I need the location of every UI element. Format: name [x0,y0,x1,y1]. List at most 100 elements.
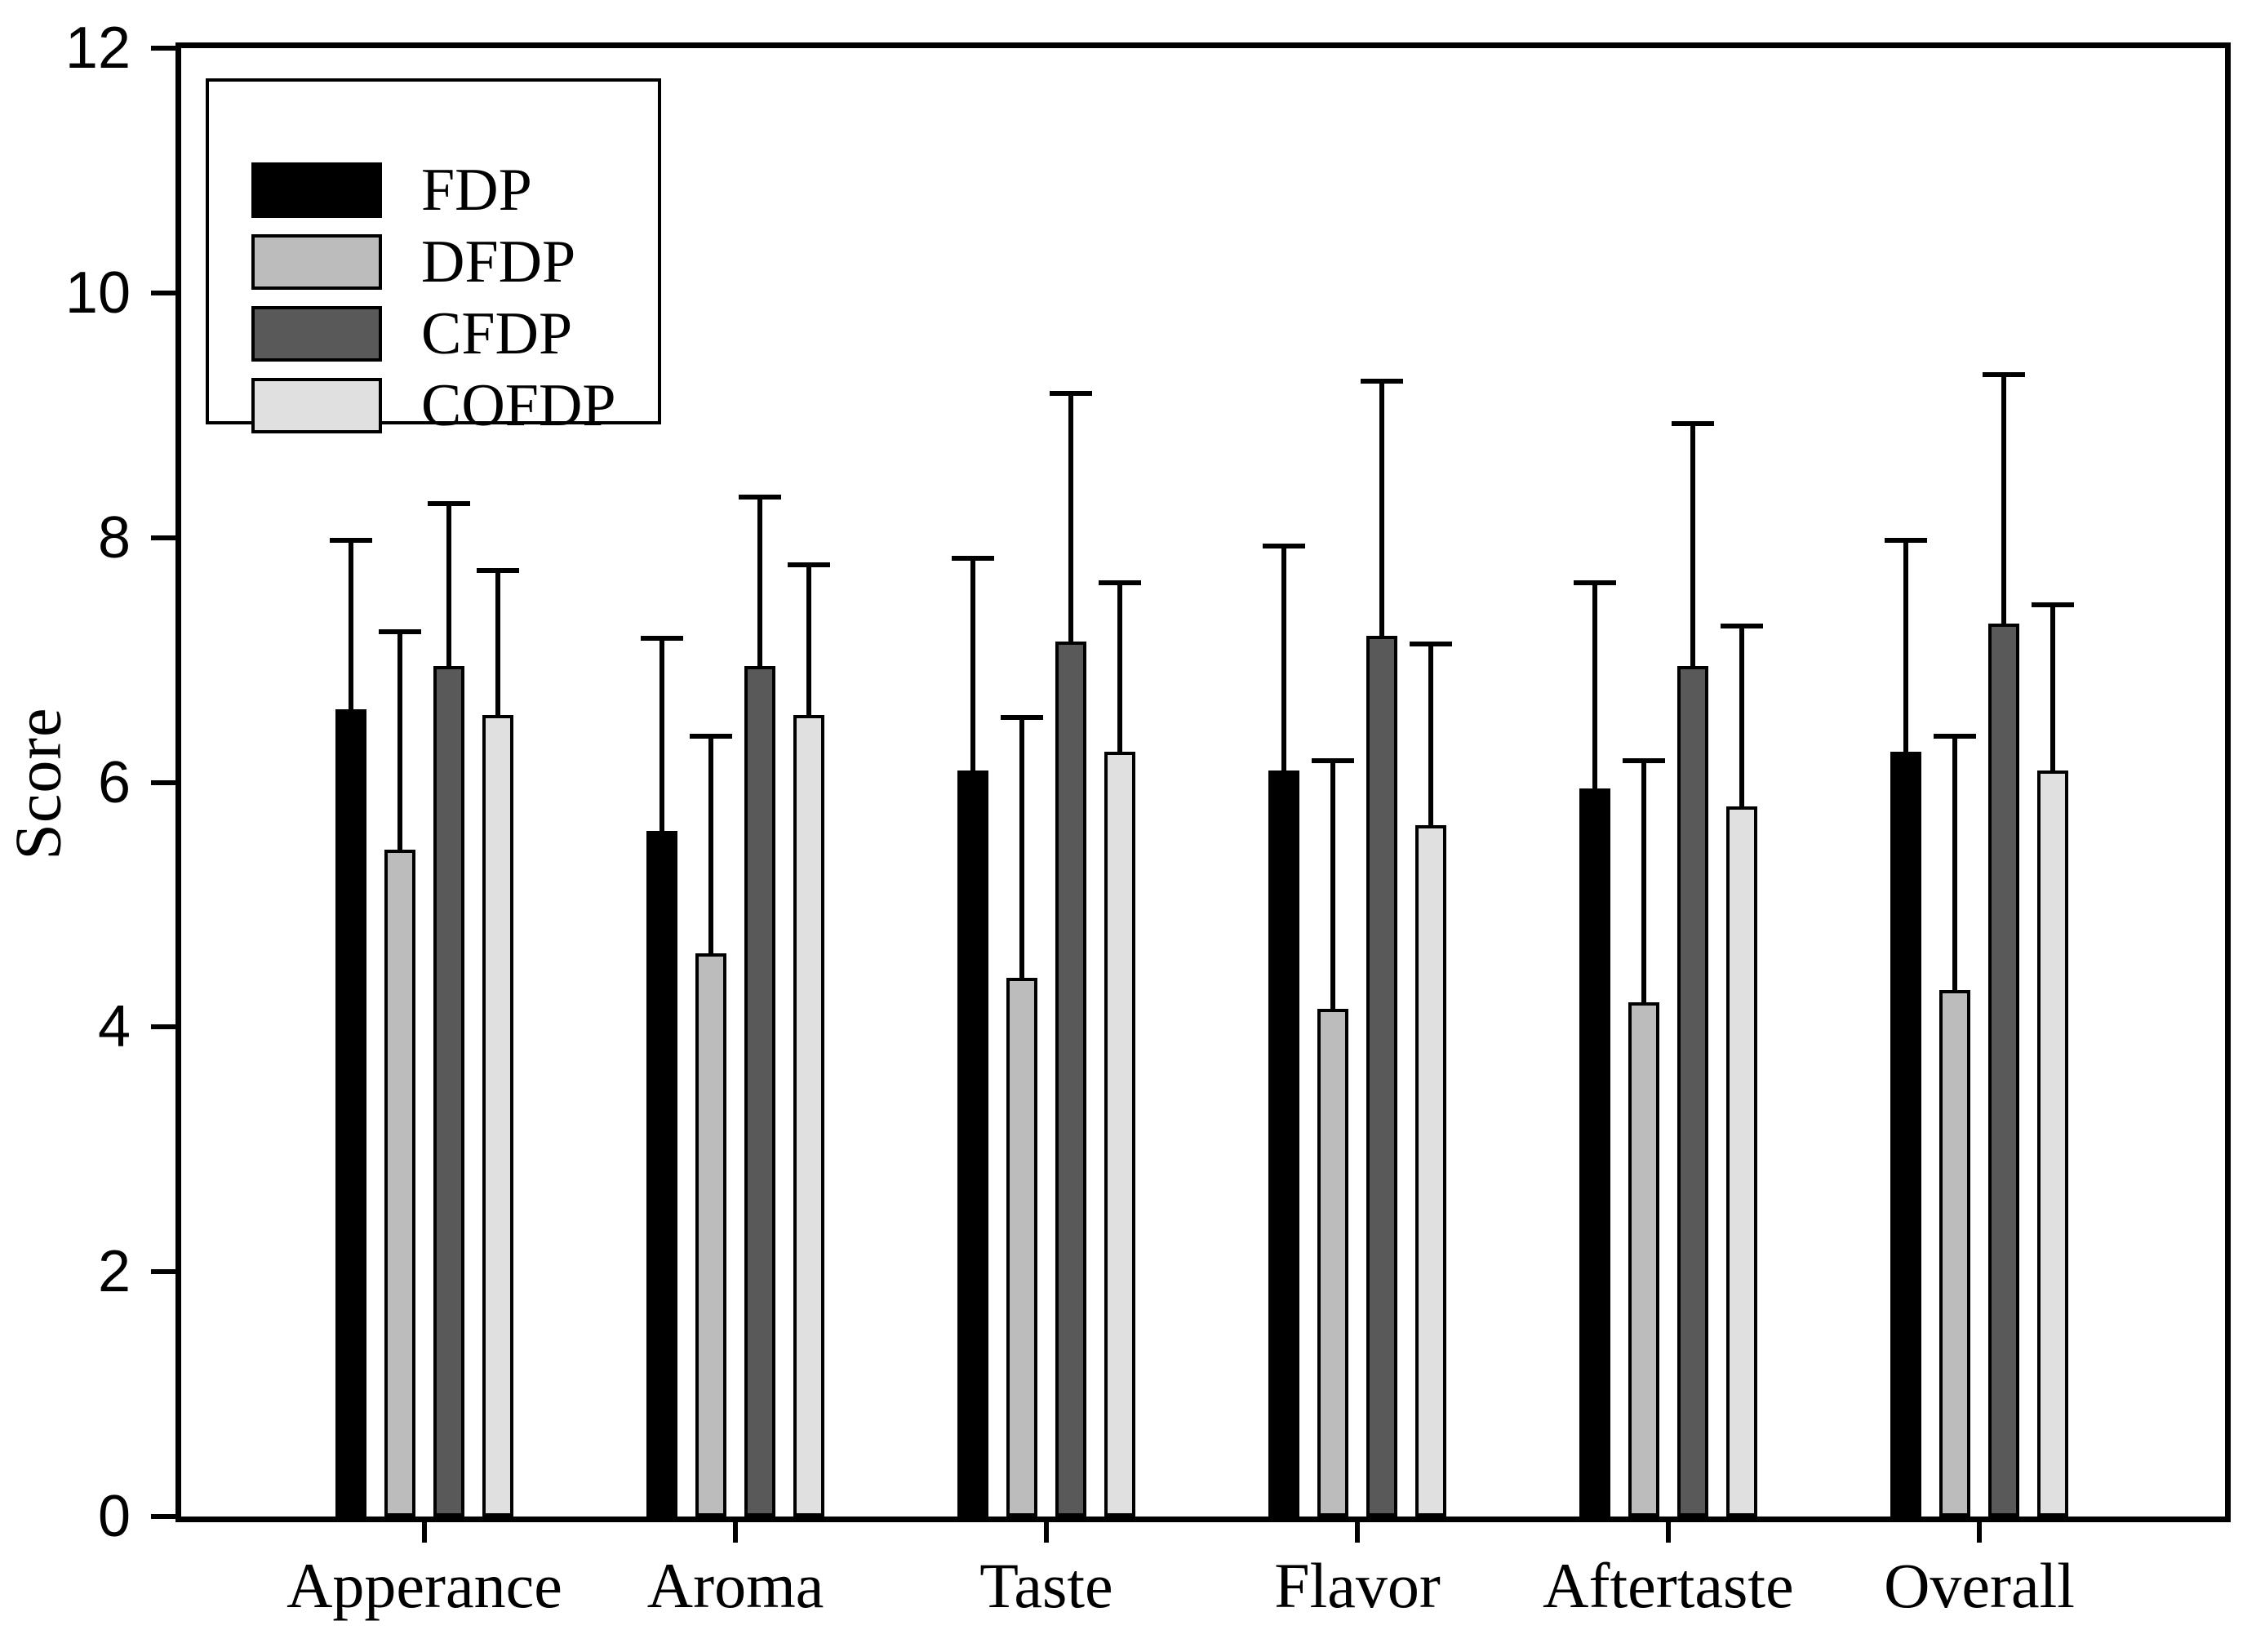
error-bar-cfdp-flavor [1379,378,1385,636]
y-tick-6 [151,779,175,785]
legend-row-cofdp: COFDP [251,375,642,436]
barwrap-cofdp-aroma [788,562,831,1517]
barwrap-dfdp-aroma [690,733,733,1517]
error-cap-cfdp-aftertaste [1671,421,1714,427]
y-tick-label-8: 8 [97,504,131,571]
y-tick-2 [151,1269,175,1275]
barwrap-cofdp-aftertaste [1720,623,1763,1517]
y-tick-0 [151,1514,175,1519]
y-tick-label-0: 0 [97,1484,131,1549]
error-cap-dfdp-overall [1934,733,1977,739]
barwrap-cfdp-flavor [1361,378,1404,1517]
legend-swatch-fdp [251,162,382,218]
error-cap-dfdp-flavor [1312,757,1355,763]
barwrap-fdp-aroma [641,635,684,1517]
bar-cofdp-aroma [793,715,825,1517]
error-bar-cfdp-apperance [446,500,451,667]
barwrap-cfdp-overall [1983,372,2026,1517]
barwrap-dfdp-overall [1934,733,1977,1517]
barwrap-fdp-overall [1885,537,1928,1517]
legend-label-cfdp: CFDP [421,300,573,367]
barwrap-fdp-aftertaste [1573,580,1616,1517]
legend-row-fdp: FDP [251,160,642,220]
bar-group-aftertaste [1573,48,1763,1517]
bar-cfdp-flavor [1366,635,1398,1517]
x-category-label-flavor: Flavor [1274,1550,1441,1621]
error-bar-dfdp-aroma [708,733,714,954]
x-category-label-aroma: Aroma [646,1550,824,1621]
barwrap-fdp-taste [951,556,994,1517]
bar-cfdp-aftertaste [1676,666,1708,1517]
bar-group-flavor [1263,48,1453,1517]
bar-cfdp-aroma [744,666,776,1517]
error-cap-fdp-apperance [329,537,372,543]
bar-cfdp-overall [1988,623,2020,1517]
bar-cfdp-taste [1055,642,1086,1517]
x-tick-aroma [733,1522,739,1543]
legend-swatch-cfdp [251,306,382,362]
error-cap-cofdp-apperance [476,568,519,574]
barwrap-cfdp-aroma [739,495,782,1517]
bar-group-aroma [641,48,831,1517]
legend-label-fdp: FDP [421,157,532,224]
barwrap-fdp-flavor [1263,544,1306,1517]
bar-fdp-apperance [335,708,366,1517]
error-cap-cofdp-aroma [788,562,831,567]
bar-dfdp-flavor [1317,1008,1349,1517]
error-bar-cofdp-taste [1117,580,1122,753]
error-cap-fdp-aftertaste [1573,580,1616,586]
bar-cfdp-apperance [433,666,464,1517]
plot-area: Score 0 2 4 6 8 10 12 Apperance Aroma Taste Flavo… [3,19,2231,1620]
error-cap-cfdp-overall [1983,372,2026,378]
barwrap-cfdp-taste [1049,390,1092,1517]
barwrap-cofdp-apperance [476,568,519,1517]
barwrap-dfdp-taste [1000,715,1043,1517]
bar-dfdp-taste [1006,978,1037,1517]
bar-dfdp-aftertaste [1628,1002,1659,1517]
error-cap-cofdp-overall [2032,602,2075,608]
legend-label-dfdp: DFDP [421,229,576,295]
y-tick-label-10: 10 [64,260,131,326]
error-bar-fdp-taste [970,556,975,770]
x-tick-aftertaste [1665,1522,1671,1543]
y-tick-label-2: 2 [97,1239,131,1305]
error-bar-cofdp-flavor [1428,642,1434,825]
legend-label-cofdp: COFDP [421,372,616,439]
error-cap-cfdp-aroma [739,495,782,500]
barwrap-cofdp-flavor [1410,642,1453,1517]
error-bar-dfdp-aftertaste [1641,757,1646,1003]
bar-fdp-flavor [1268,770,1300,1517]
error-bar-cofdp-aftertaste [1739,623,1744,807]
x-tick-taste [1043,1522,1049,1543]
error-cap-cfdp-apperance [427,500,470,506]
error-bar-fdp-flavor [1281,544,1287,770]
barwrap-fdp-apperance [329,537,372,1517]
error-cap-fdp-taste [951,556,994,562]
bar-fdp-aftertaste [1579,788,1610,1517]
y-tick-label-4: 4 [97,994,131,1060]
error-cap-dfdp-aroma [690,733,733,739]
error-bar-dfdp-overall [1952,733,1958,991]
x-category-label-taste: Taste [979,1550,1113,1621]
bar-fdp-overall [1890,752,1922,1517]
legend-row-dfdp: DFDP [251,232,642,292]
x-tick-overall [1977,1522,1983,1543]
barwrap-dfdp-flavor [1312,757,1355,1517]
barwrap-dfdp-apperance [378,629,421,1517]
barwrap-dfdp-aftertaste [1622,757,1665,1517]
error-bar-cofdp-apperance [495,568,500,716]
error-bar-cfdp-taste [1068,390,1073,642]
error-bar-cfdp-aftertaste [1690,421,1695,667]
error-bar-fdp-overall [1903,537,1909,753]
y-axis-title: Score [2,707,75,860]
error-bar-cfdp-overall [2001,372,2007,624]
barwrap-cofdp-overall [2032,602,2075,1517]
legend: FDP DFDP CFDP COFDP [206,78,661,436]
bar-group-apperance [329,48,519,1517]
error-cap-fdp-overall [1885,537,1928,543]
error-bar-dfdp-apperance [397,629,402,850]
error-bar-dfdp-taste [1019,715,1024,979]
x-tick-apperance [421,1522,427,1543]
error-cap-cfdp-taste [1049,390,1092,396]
